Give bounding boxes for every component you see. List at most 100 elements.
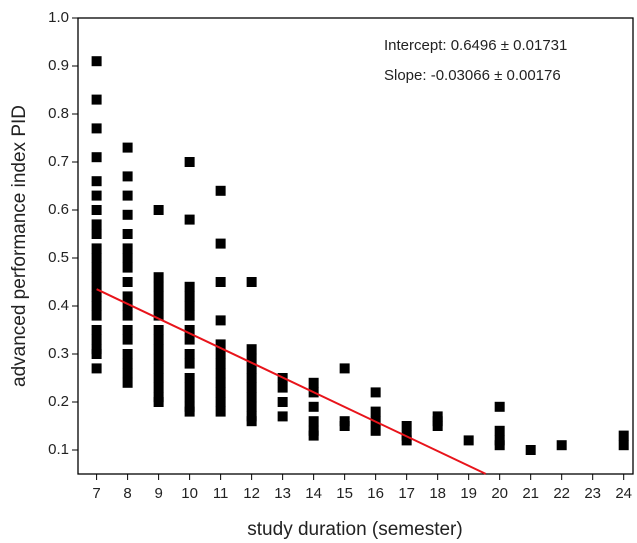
point bbox=[370, 387, 381, 398]
point bbox=[401, 435, 412, 446]
annotation: Slope: -0.03066 ± 0.00176 bbox=[384, 67, 561, 84]
point bbox=[91, 152, 102, 163]
point bbox=[246, 277, 257, 287]
point bbox=[122, 209, 133, 220]
point bbox=[122, 243, 133, 254]
point bbox=[494, 440, 505, 451]
point bbox=[153, 281, 164, 292]
x-tick-label: 19 bbox=[460, 485, 477, 502]
point bbox=[122, 377, 133, 388]
point bbox=[184, 349, 195, 359]
point bbox=[432, 421, 443, 431]
point bbox=[556, 440, 567, 451]
point bbox=[91, 190, 102, 201]
point bbox=[122, 334, 133, 345]
point bbox=[153, 353, 164, 364]
annotation: Intercept: 0.6496 ± 0.01731 bbox=[384, 37, 567, 54]
point bbox=[525, 445, 536, 455]
point bbox=[308, 416, 319, 427]
point bbox=[122, 253, 133, 263]
point bbox=[91, 281, 102, 292]
point bbox=[618, 440, 629, 451]
point bbox=[246, 416, 257, 427]
point bbox=[153, 301, 164, 311]
point bbox=[153, 397, 164, 407]
point bbox=[153, 382, 164, 393]
x-tick-label: 20 bbox=[491, 485, 508, 502]
y-tick-label: 0.3 bbox=[48, 345, 69, 362]
point bbox=[246, 401, 257, 412]
point bbox=[153, 344, 164, 355]
point bbox=[153, 325, 164, 335]
point bbox=[91, 56, 102, 67]
point bbox=[153, 205, 164, 215]
point bbox=[91, 334, 102, 345]
x-axis-label: study duration (semester) bbox=[247, 519, 462, 540]
fit-line bbox=[96, 288, 487, 475]
point bbox=[246, 353, 257, 364]
point bbox=[339, 363, 350, 374]
point bbox=[91, 123, 102, 134]
point bbox=[246, 392, 257, 403]
x-tick-label: 12 bbox=[243, 485, 260, 502]
point bbox=[184, 406, 195, 417]
point bbox=[184, 358, 195, 369]
point bbox=[246, 382, 257, 393]
point bbox=[215, 315, 226, 326]
point bbox=[153, 363, 164, 374]
point bbox=[91, 349, 102, 359]
point bbox=[91, 301, 102, 311]
point bbox=[370, 425, 381, 436]
point bbox=[184, 325, 195, 335]
point bbox=[277, 411, 288, 422]
point bbox=[184, 310, 195, 321]
point bbox=[339, 421, 350, 431]
x-tick-label: 10 bbox=[181, 485, 198, 502]
point bbox=[91, 310, 102, 321]
point bbox=[215, 387, 226, 398]
point bbox=[153, 291, 164, 302]
point bbox=[215, 377, 226, 388]
point bbox=[277, 382, 288, 393]
point bbox=[122, 277, 133, 287]
x-tick-label: 18 bbox=[429, 485, 446, 502]
point bbox=[91, 229, 102, 239]
x-tick-label: 23 bbox=[584, 485, 601, 502]
point bbox=[215, 406, 226, 417]
point bbox=[91, 291, 102, 302]
point bbox=[122, 262, 133, 273]
point bbox=[122, 325, 133, 335]
y-tick-label: 0.9 bbox=[48, 57, 69, 74]
y-tick-label: 1.0 bbox=[48, 9, 69, 26]
x-tick-label: 24 bbox=[615, 485, 632, 502]
point bbox=[91, 363, 102, 374]
x-tick-label: 14 bbox=[305, 485, 322, 502]
y-tick-label: 0.7 bbox=[48, 153, 69, 170]
point bbox=[215, 277, 226, 287]
x-tick-label: 11 bbox=[213, 485, 229, 502]
point bbox=[91, 325, 102, 335]
point bbox=[184, 301, 195, 311]
y-tick-label: 0.4 bbox=[48, 297, 69, 314]
point bbox=[122, 310, 133, 321]
point bbox=[215, 358, 226, 369]
point bbox=[122, 358, 133, 369]
y-tick-label: 0.2 bbox=[48, 393, 69, 410]
point bbox=[215, 397, 226, 407]
point bbox=[184, 392, 195, 403]
point bbox=[401, 421, 412, 431]
point bbox=[153, 310, 164, 321]
point bbox=[215, 339, 226, 350]
point bbox=[91, 243, 102, 254]
x-tick-label: 15 bbox=[336, 485, 353, 502]
point bbox=[184, 373, 195, 383]
x-tick-label: 22 bbox=[553, 485, 570, 502]
x-tick-label: 21 bbox=[522, 485, 539, 502]
point bbox=[463, 435, 474, 446]
point bbox=[153, 373, 164, 383]
point bbox=[153, 334, 164, 345]
point bbox=[91, 205, 102, 215]
x-tick-label: 7 bbox=[92, 485, 100, 502]
point bbox=[122, 190, 133, 201]
